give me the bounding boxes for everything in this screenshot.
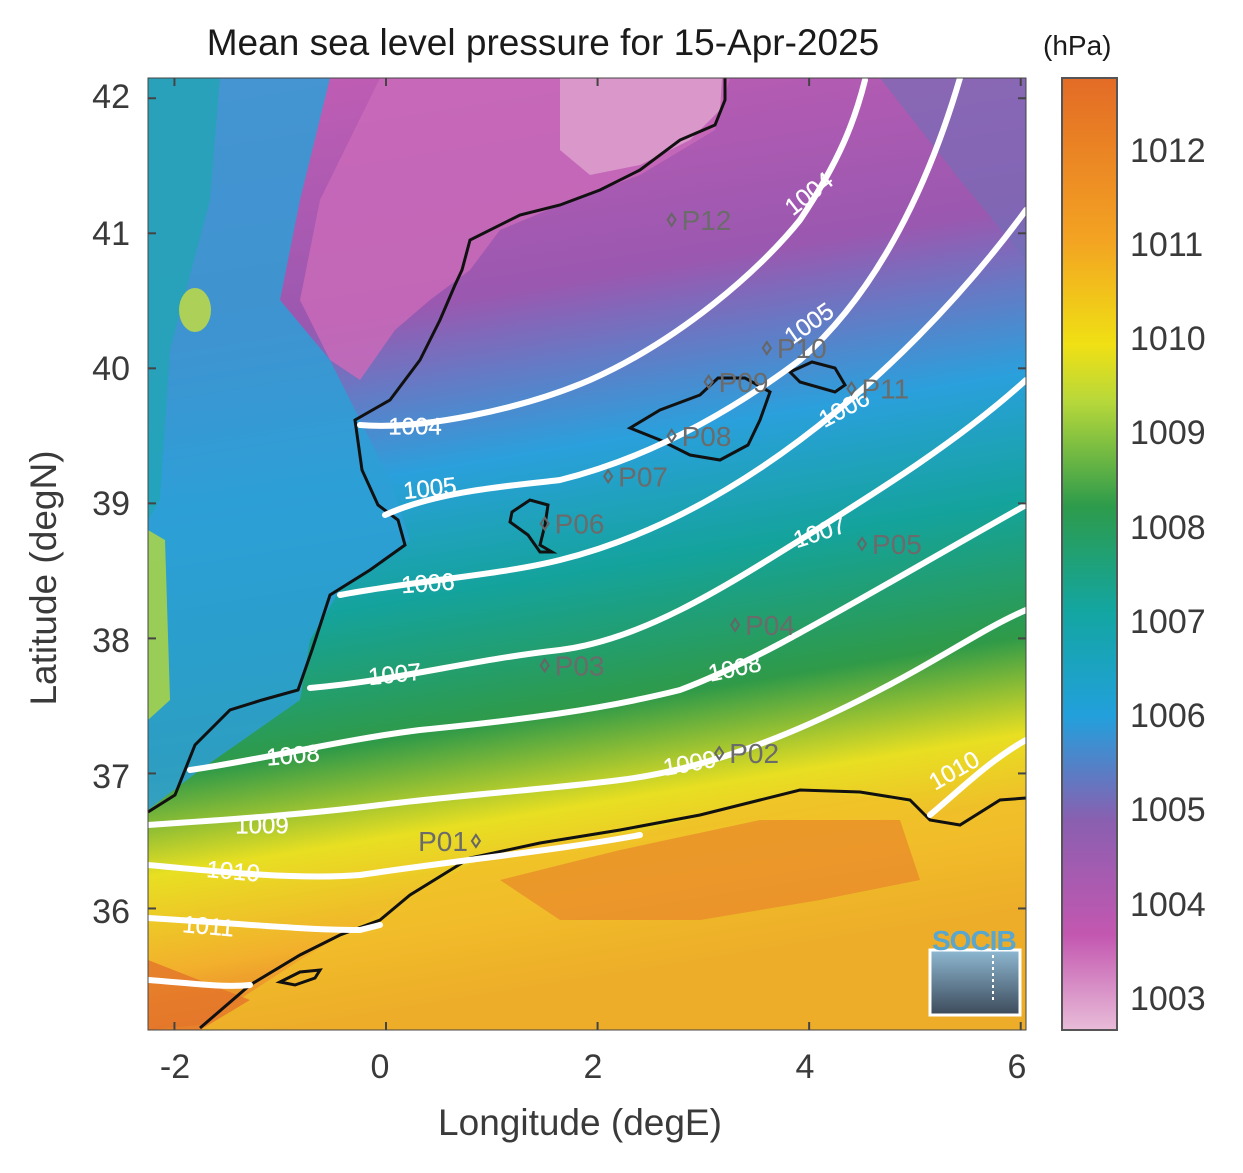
mallorca-island [626, 376, 772, 462]
station-marker: P07 [602, 461, 668, 492]
station-diamond-icon [729, 617, 741, 633]
ytick-label: 38 [92, 622, 130, 660]
isobar-label: 1011 [181, 911, 235, 942]
colorbar-units: (hPa) [1043, 30, 1112, 61]
ytick-label: 40 [92, 350, 130, 388]
station-marker: P06 [539, 509, 605, 540]
station-diamond-icon [602, 468, 614, 485]
station-diamond-icon [846, 380, 857, 397]
station-diamond-icon [856, 536, 868, 552]
colorbar-tick-label: 1012 [1130, 132, 1206, 170]
isobars [145, 75, 1029, 989]
station-marker: P05 [856, 529, 922, 560]
station-diamond-icon [539, 657, 550, 674]
station-diamond-icon [666, 211, 677, 228]
chart-title: Mean sea level pressure for 15-Apr-2025 [206, 22, 880, 63]
colorbar [1061, 77, 1118, 1031]
colorbar-tick-label: 1010 [1130, 320, 1206, 358]
station-label: P04 [745, 610, 795, 641]
xtick-label: 6 [1007, 1048, 1027, 1086]
xtick-label: -2 [159, 1048, 191, 1086]
isobar-label: 1009 [235, 812, 288, 839]
pressure-field [148, 78, 1026, 1030]
isobar-label: 1006 [400, 569, 455, 600]
xtick-label: 4 [795, 1048, 815, 1086]
colorbar-tick-label: 1007 [1130, 603, 1206, 641]
station-label: P12 [682, 205, 732, 236]
station-label: P02 [729, 738, 779, 769]
colorbar-tick-label: 1003 [1130, 980, 1206, 1018]
x-axis-label: Longitude (degE) [438, 1102, 722, 1143]
station-marker: P09 [703, 367, 769, 398]
station-diamond-icon [470, 833, 482, 849]
menorca-island [787, 360, 847, 394]
colorbar-tick-label: 1006 [1130, 697, 1206, 735]
station-diamond-icon [539, 515, 550, 532]
isobar-label: 1010 [205, 856, 261, 888]
xtick-label: 2 [583, 1048, 603, 1086]
africa-coastline [199, 788, 1027, 1030]
iberia-coastline [147, 78, 727, 814]
ytick-label: 39 [92, 485, 130, 523]
station-marker: P02 [714, 738, 779, 769]
socib-logo [928, 948, 1022, 1017]
station-label: P06 [555, 509, 605, 540]
station-marker: P03 [539, 650, 605, 681]
station-marker: P08 [666, 421, 732, 452]
station-diamond-icon [714, 745, 725, 761]
ytick-label: 41 [92, 215, 130, 253]
alboran-island [275, 968, 323, 987]
coastlines [147, 78, 1027, 1030]
axis-ticks [148, 78, 1026, 1030]
colorbar-tick-label: 1009 [1130, 414, 1206, 452]
station-marker: P11 [846, 374, 909, 405]
isobar-label: 1007 [367, 659, 423, 691]
station-diamond-icon [703, 374, 714, 390]
y-axis-label: Latitude (degN) [23, 450, 64, 706]
stations: P01 P02 P03 P04 P05 P06 P07 P08 P09 P10 P11 P12 [418, 205, 922, 857]
station-marker: P10 [761, 333, 827, 364]
station-label: P11 [861, 374, 909, 405]
isobar-label: 1004 [388, 413, 441, 440]
station-label: P07 [618, 461, 668, 492]
station-diamond-icon [666, 428, 677, 444]
station-label: P05 [872, 529, 922, 560]
station-diamond-icon [761, 340, 773, 356]
xtick-label: 0 [370, 1048, 390, 1086]
isobar-label: 1005 [402, 473, 458, 505]
colorbar-tick-label: 1008 [1130, 509, 1206, 547]
plot-frame [147, 77, 1027, 1031]
colorbar-tick-label: 1011 [1130, 226, 1204, 264]
station-label: P09 [719, 367, 769, 398]
station-label: P03 [555, 650, 605, 681]
ibiza-island [508, 498, 558, 554]
colorbar-tick-label: 1005 [1130, 791, 1206, 829]
socib-logo-text: SOCIB [932, 925, 1017, 956]
station-label: P01 [418, 826, 468, 857]
station-marker: P12 [666, 205, 732, 236]
ytick-label: 36 [92, 893, 130, 931]
station-marker: P01 [418, 826, 482, 857]
station-label: P08 [682, 421, 732, 452]
isobar-label: 1008 [265, 740, 321, 772]
station-label: P10 [777, 333, 827, 364]
colorbar-tick-label: 1004 [1130, 886, 1206, 924]
ytick-label: 37 [92, 758, 130, 796]
station-marker: P04 [729, 610, 795, 641]
ytick-label: 42 [92, 78, 130, 116]
